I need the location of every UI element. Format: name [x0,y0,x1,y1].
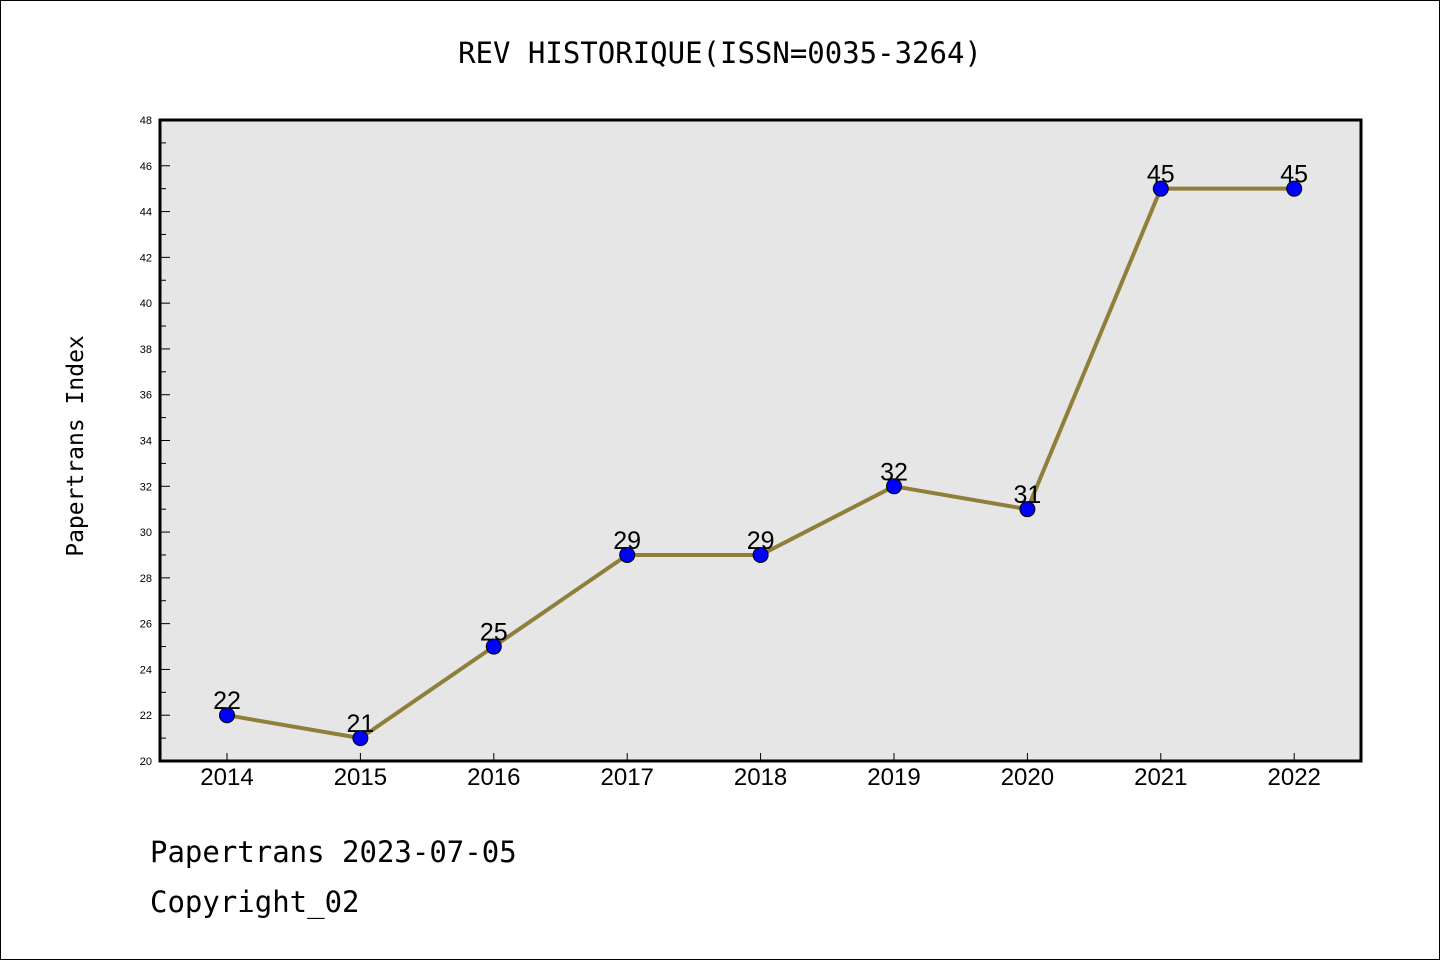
data-point [1019,501,1036,518]
y-tick-label: 24 [140,664,152,676]
y-tick-label: 36 [140,390,152,402]
x-tick-label: 2019 [867,764,920,791]
plot-area [160,120,1361,761]
y-tick-label: 48 [140,115,152,127]
data-point [352,730,369,747]
y-tick-label: 22 [140,710,152,722]
data-label: 45 [1280,161,1308,189]
y-tick-label: 26 [140,619,152,631]
data-point [886,478,902,495]
x-tick-label: 2018 [734,764,787,791]
data-point [1286,180,1303,197]
data-label: 25 [480,619,508,647]
footer-copyright: Copyright_02 [150,885,360,919]
data-point [619,546,636,563]
y-tick-label: 32 [140,481,152,493]
x-tick-label: 2014 [200,764,253,791]
y-tick-label: 40 [140,298,152,310]
y-tick-label: 20 [140,756,152,768]
data-point [219,707,235,724]
data-point [485,638,502,655]
y-tick-label: 38 [140,344,152,356]
y-tick-label: 34 [140,436,152,448]
x-tick-label: 2022 [1268,764,1321,791]
data-label: 45 [1147,161,1175,189]
x-tick-label: 2016 [467,764,520,791]
x-tick-label: 2021 [1134,764,1187,791]
x-tick-label: 2017 [601,764,654,791]
y-tick-label: 28 [140,573,152,585]
data-label: 29 [613,527,641,555]
data-label: 31 [1013,481,1041,509]
data-point [752,546,769,563]
data-label: 21 [346,710,374,738]
data-label: 32 [880,458,908,486]
data-label: 22 [213,687,241,715]
x-tick-label: 2015 [334,764,387,791]
footer-date: Papertrans 2023-07-05 [150,835,517,869]
y-tick-label: 42 [140,252,152,264]
y-tick-label: 44 [140,207,152,219]
y-tick-label: 46 [140,161,152,173]
data-label: 29 [747,527,775,555]
x-tick-label: 2020 [1001,764,1054,791]
chart-title: REV HISTORIQUE(ISSN=0035-3264) [458,36,982,70]
plot-border [158,118,1363,763]
y-tick-label: 30 [140,527,152,539]
data-point [1152,180,1169,197]
